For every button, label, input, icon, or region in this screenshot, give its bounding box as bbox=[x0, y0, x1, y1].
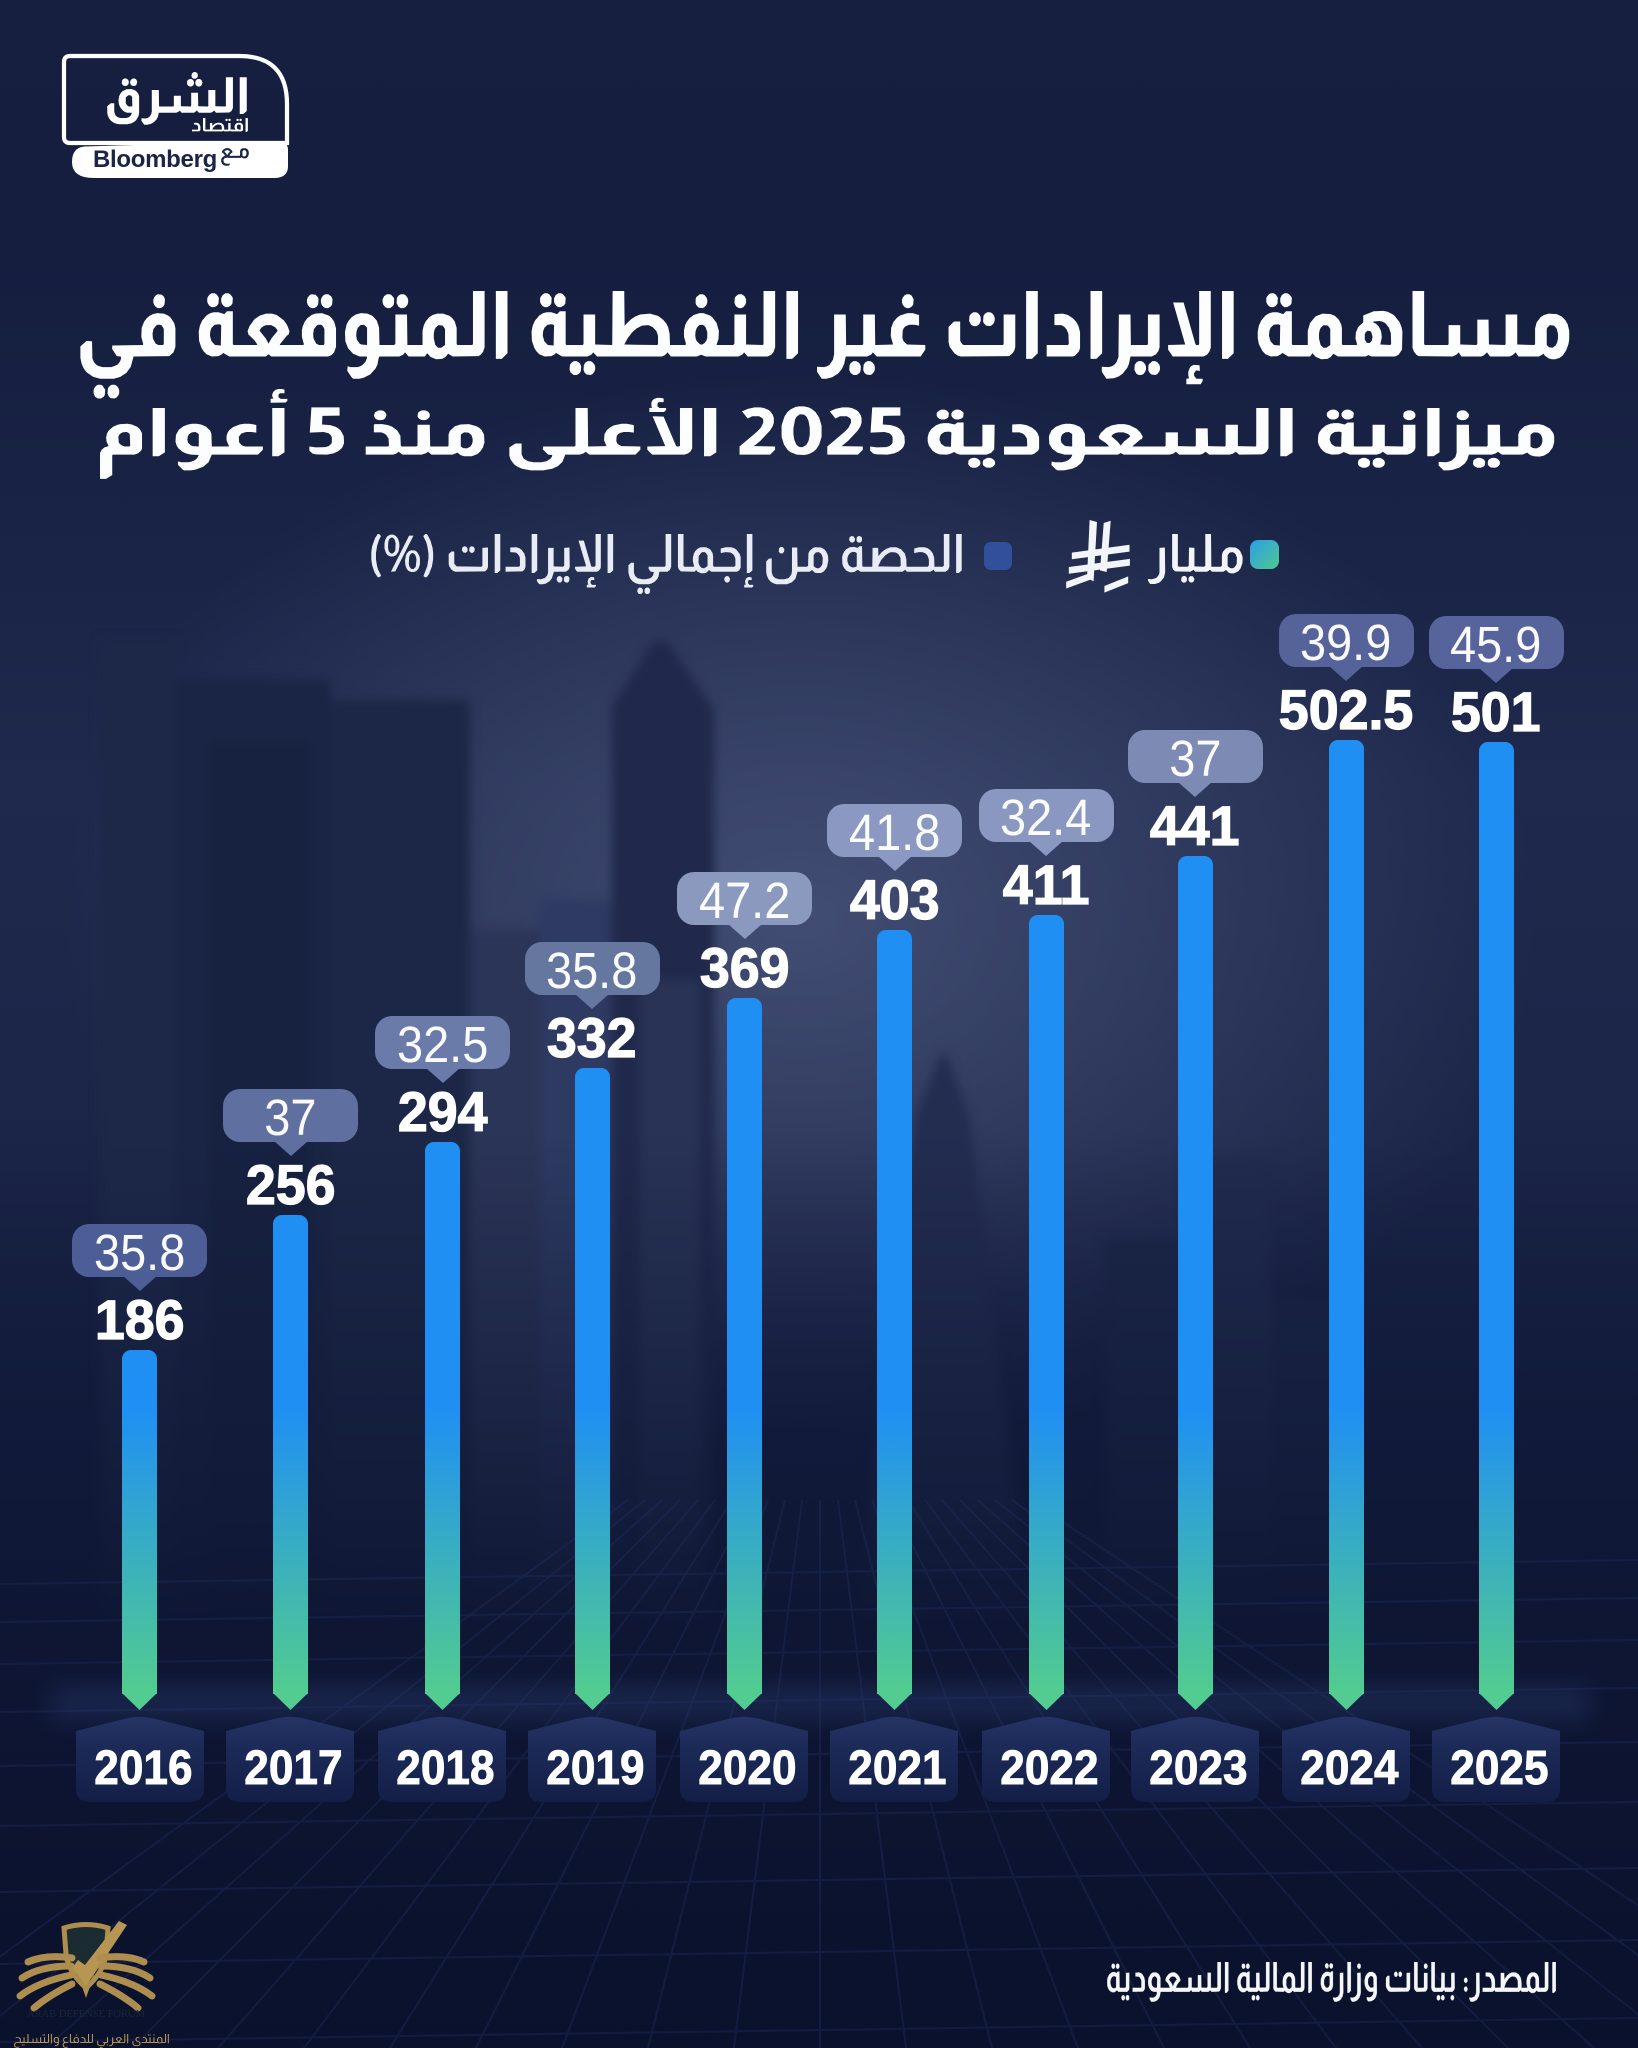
svg-text:ARAB DEFENSE FORUM: ARAB DEFENSE FORUM bbox=[27, 2009, 146, 2020]
